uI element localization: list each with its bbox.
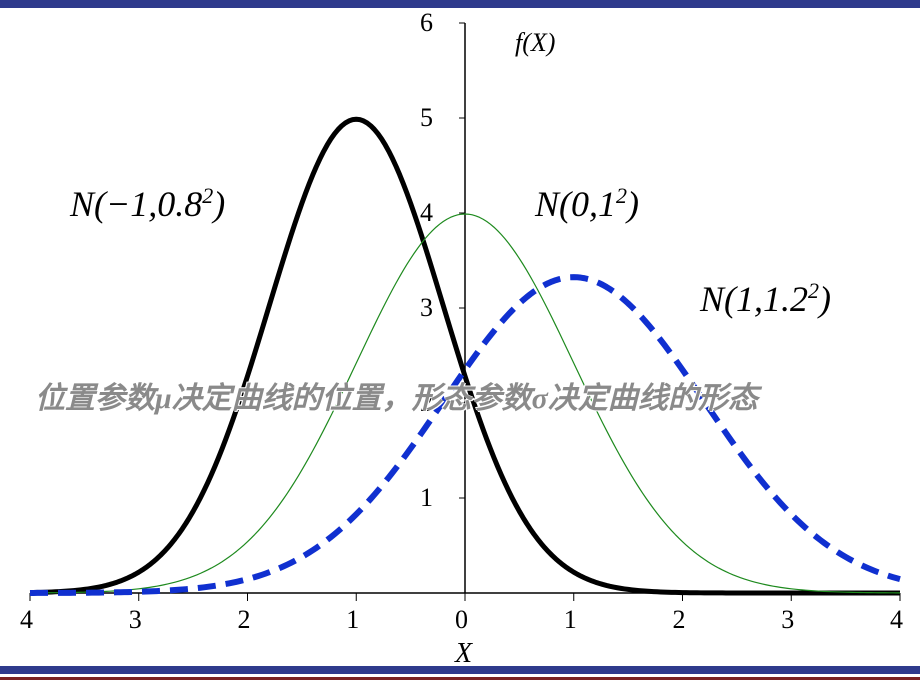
caption-text: 位置参数μ决定曲线的位置，形态参数σ决定曲线的形态	[35, 373, 758, 417]
bottom-accent	[0, 677, 920, 680]
x-tick-label: 1	[346, 605, 359, 635]
curve_black-label: N(−1,0.82)	[70, 183, 225, 225]
x-tick-label: 1	[564, 605, 577, 635]
y-tick-label: 6	[420, 8, 433, 38]
x-tick-label: 0	[455, 605, 468, 635]
x-tick-label: 3	[129, 605, 142, 635]
x-tick-label: 2	[238, 605, 251, 635]
x-tick-label: 2	[673, 605, 686, 635]
y-tick-label: 3	[420, 293, 433, 323]
curve_green-label: N(0,12)	[535, 183, 639, 225]
y-axis-label: f(X)	[515, 28, 555, 58]
curve_blue-label: N(1,1.22)	[700, 278, 831, 320]
y-tick-label: 4	[420, 198, 433, 228]
x-tick-label: 4	[890, 605, 903, 635]
x-tick-label: 4	[20, 605, 33, 635]
top-bar	[0, 0, 920, 8]
y-tick-label: 1	[420, 483, 433, 513]
chart-area: 432101234123456f(X)XN(−1,0.82)N(0,12)N(1…	[0, 8, 920, 668]
bottom-bar	[0, 666, 920, 674]
x-tick-label: 3	[781, 605, 794, 635]
y-tick-label: 5	[420, 103, 433, 133]
chart-svg	[0, 8, 920, 668]
